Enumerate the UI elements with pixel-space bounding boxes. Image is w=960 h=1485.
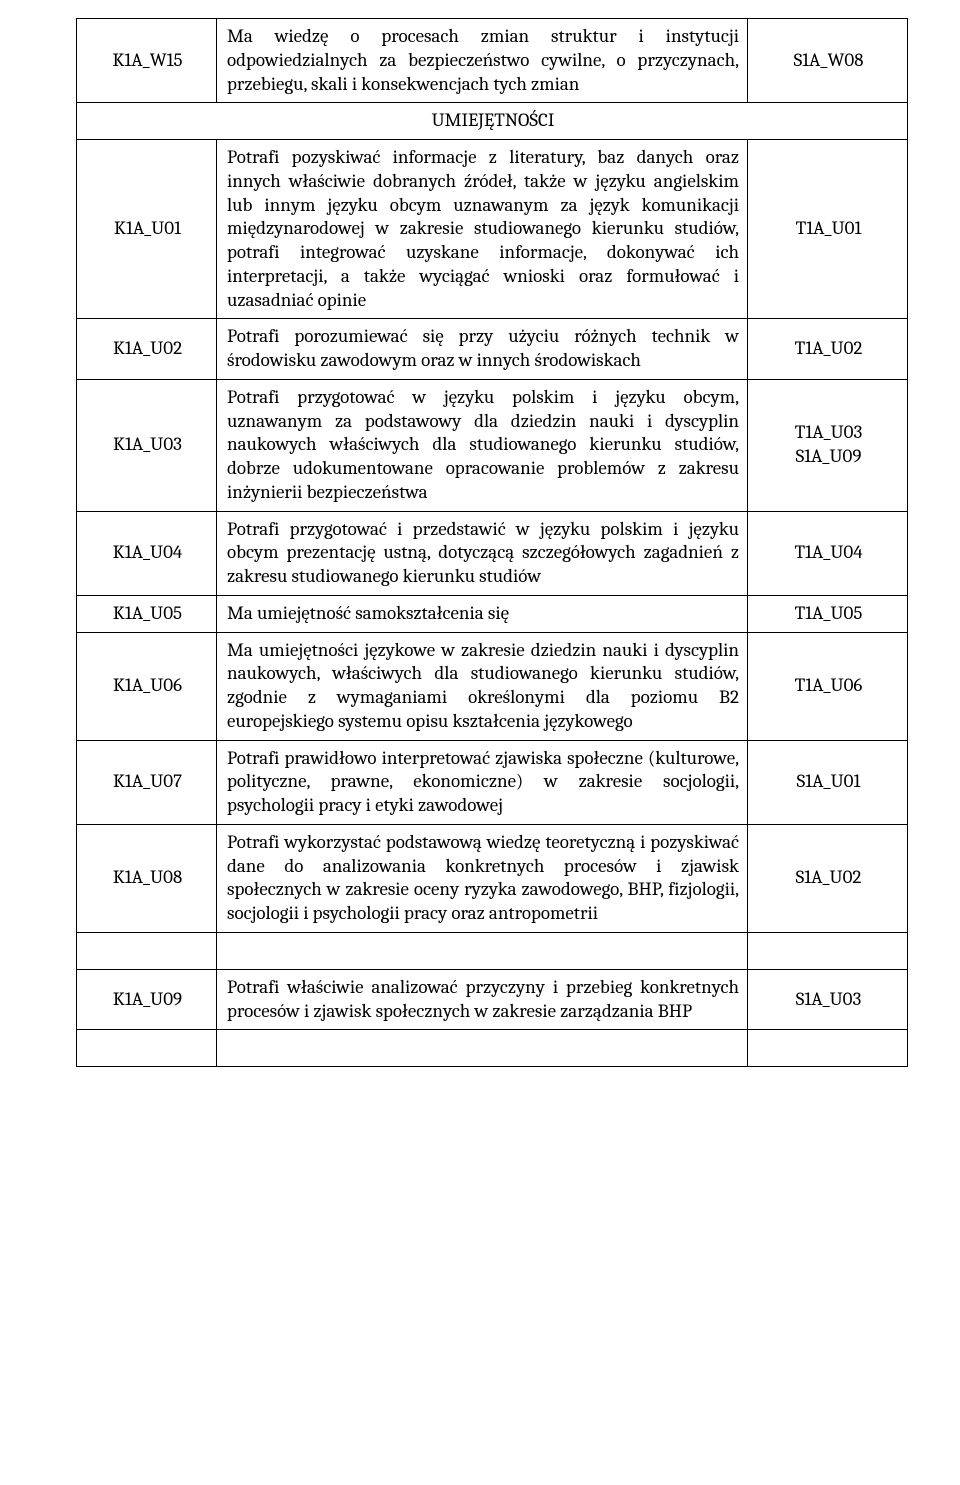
reference-cell: S1A_W08 [748, 19, 908, 103]
section-heading: UMIEJĘTNOŚCI [77, 103, 908, 140]
code-cell: K1A_W15 [77, 19, 217, 103]
spacer-cell [217, 1030, 748, 1067]
spacer-row [77, 1030, 908, 1067]
description-cell: Potrafi prawidłowo interpretować zjawisk… [217, 740, 748, 824]
description-cell: Ma umiejętność samokształcenia się [217, 595, 748, 632]
reference-cell: T1A_U03 S1A_U09 [748, 379, 908, 511]
table-row: K1A_U01 Potrafi pozyskiwać informacje z … [77, 140, 908, 319]
spacer-cell [748, 932, 908, 969]
table-row: K1A_W15 Ma wiedzę o procesach zmian stru… [77, 19, 908, 103]
spacer-cell [748, 1030, 908, 1067]
reference-cell: T1A_U05 [748, 595, 908, 632]
table-row: K1A_U09 Potrafi właściwie analizować prz… [77, 969, 908, 1030]
code-cell: K1A_U05 [77, 595, 217, 632]
description-cell: Potrafi wykorzystać podstawową wiedzę te… [217, 824, 748, 932]
description-cell: Ma wiedzę o procesach zmian struktur i i… [217, 19, 748, 103]
description-cell: Potrafi przygotować i przedstawić w języ… [217, 511, 748, 595]
spacer-cell [77, 1030, 217, 1067]
code-cell: K1A_U04 [77, 511, 217, 595]
description-cell: Potrafi pozyskiwać informacje z literatu… [217, 140, 748, 319]
reference-cell: S1A_U01 [748, 740, 908, 824]
spacer-cell [77, 932, 217, 969]
table-row: K1A_U07 Potrafi prawidłowo interpretować… [77, 740, 908, 824]
reference-cell: T1A_U04 [748, 511, 908, 595]
reference-cell: T1A_U01 [748, 140, 908, 319]
code-cell: K1A_U02 [77, 319, 217, 380]
code-cell: K1A_U03 [77, 379, 217, 511]
table-row: K1A_U04 Potrafi przygotować i przedstawi… [77, 511, 908, 595]
section-heading-row: UMIEJĘTNOŚCI [77, 103, 908, 140]
code-cell: K1A_U01 [77, 140, 217, 319]
table-row: K1A_U06 Ma umiejętności językowe w zakre… [77, 632, 908, 740]
reference-cell: S1A_U03 [748, 969, 908, 1030]
description-cell: Potrafi porozumiewać się przy użyciu róż… [217, 319, 748, 380]
reference-cell: S1A_U02 [748, 824, 908, 932]
code-cell: K1A_U07 [77, 740, 217, 824]
description-cell: Potrafi przygotować w języku polskim i j… [217, 379, 748, 511]
outcomes-table: K1A_W15 Ma wiedzę o procesach zmian stru… [76, 18, 908, 1067]
reference-cell: T1A_U02 [748, 319, 908, 380]
description-cell: Potrafi właściwie analizować przyczyny i… [217, 969, 748, 1030]
table-row: K1A_U03 Potrafi przygotować w języku pol… [77, 379, 908, 511]
table-row: K1A_U05 Ma umiejętność samokształcenia s… [77, 595, 908, 632]
reference-cell: T1A_U06 [748, 632, 908, 740]
code-cell: K1A_U08 [77, 824, 217, 932]
code-cell: K1A_U09 [77, 969, 217, 1030]
spacer-cell [217, 932, 748, 969]
description-cell: Ma umiejętności językowe w zakresie dzie… [217, 632, 748, 740]
spacer-row [77, 932, 908, 969]
code-cell: K1A_U06 [77, 632, 217, 740]
table-row: K1A_U08 Potrafi wykorzystać podstawową w… [77, 824, 908, 932]
table-row: K1A_U02 Potrafi porozumiewać się przy uż… [77, 319, 908, 380]
